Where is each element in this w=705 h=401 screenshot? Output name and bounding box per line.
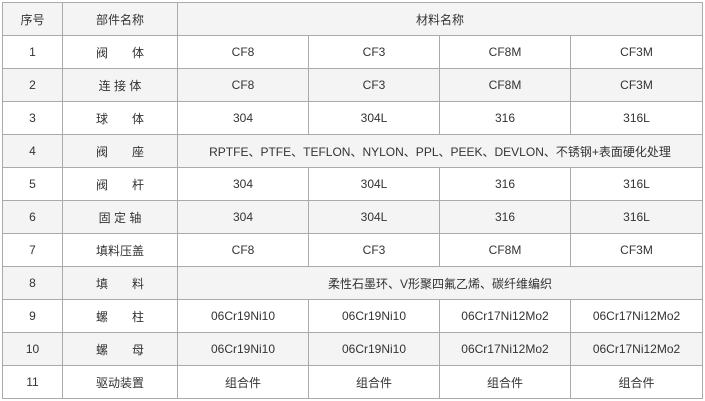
part-name: 填料压盖 — [62, 233, 178, 267]
material-cell: 组合件 — [439, 365, 571, 399]
header-row: 序号 部件名称 材料名称 — [2, 2, 704, 36]
material-cell: CF8 — [177, 233, 309, 267]
part-name: 连 接 体 — [62, 68, 178, 102]
material-cell: CF8 — [177, 68, 309, 102]
header-no: 序号 — [2, 2, 63, 36]
material-cell: 304L — [308, 167, 440, 201]
row-number: 6 — [2, 200, 63, 234]
material-cell: 304L — [308, 200, 440, 234]
material-cell: 304L — [308, 101, 440, 135]
material-cell: CF3 — [308, 35, 440, 69]
material-cell: 304 — [177, 200, 309, 234]
table-row: 7 填料压盖 CF8 CF3 CF8M CF3M — [2, 233, 704, 267]
material-cell: 06Cr19Ni10 — [308, 299, 440, 333]
material-cell: CF8M — [439, 233, 571, 267]
material-cell: 06Cr17Ni12Mo2 — [439, 299, 571, 333]
part-name: 阀 座 — [62, 134, 178, 168]
header-part: 部件名称 — [62, 2, 178, 36]
header-material: 材料名称 — [176, 2, 704, 36]
part-name: 固 定 轴 — [62, 200, 178, 234]
material-cell: 316 — [439, 200, 571, 234]
part-name: 螺 柱 — [62, 299, 178, 333]
material-cell: CF8M — [439, 35, 571, 69]
table-row: 10 螺 母 06Cr19Ni10 06Cr19Ni10 06Cr17Ni12Mo2 06… — [2, 332, 704, 366]
material-cell: 06Cr19Ni10 — [177, 299, 309, 333]
material-cell: 316L — [569, 101, 704, 135]
material-cell: CF3M — [569, 233, 704, 267]
row-number: 2 — [2, 68, 63, 102]
material-cell: 06Cr17Ni12Mo2 — [439, 332, 571, 366]
material-cell: 06Cr17Ni12Mo2 — [569, 332, 704, 366]
material-cell: CF3M — [569, 68, 704, 102]
row-number: 10 — [2, 332, 63, 366]
row-number: 7 — [2, 233, 63, 267]
table-row: 11 驱动装置 组合件 组合件 组合件 组合件 — [2, 365, 704, 399]
row-number: 11 — [2, 365, 63, 399]
material-cell: 316 — [439, 167, 571, 201]
material-cell: 316L — [569, 167, 704, 201]
row-number: 5 — [2, 167, 63, 201]
material-cell: 组合件 — [308, 365, 440, 399]
material-cell: 06Cr19Ni10 — [308, 332, 440, 366]
material-cell: 304 — [177, 101, 309, 135]
material-cell: CF3 — [308, 233, 440, 267]
row-number: 9 — [2, 299, 63, 333]
material-cell: CF3 — [308, 68, 440, 102]
material-cell: 304 — [177, 167, 309, 201]
part-name: 阀 杆 — [62, 167, 178, 201]
part-name: 驱动装置 — [62, 365, 178, 399]
material-cell: 06Cr19Ni10 — [177, 332, 309, 366]
row-number: 8 — [2, 266, 63, 300]
material-cell: CF8M — [439, 68, 571, 102]
material-cell: 06Cr17Ni12Mo2 — [569, 299, 704, 333]
material-cell: CF8 — [177, 35, 309, 69]
material-cell: 组合件 — [569, 365, 704, 399]
row-number: 3 — [2, 101, 63, 135]
row-number: 1 — [2, 35, 63, 69]
material-cell: 316L — [569, 200, 704, 234]
part-name: 螺 母 — [62, 332, 178, 366]
material-cell: 组合件 — [177, 365, 309, 399]
material-cell: CF3M — [569, 35, 704, 69]
material-cell: RPTFE、PTFE、TEFLON、NYLON、PPL、PEEK、DEVLON、… — [176, 134, 704, 168]
part-name: 球 体 — [62, 101, 178, 135]
part-name: 阀 体 — [62, 35, 178, 69]
row-number: 4 — [2, 134, 63, 168]
material-cell: 柔性石墨环、V形聚四氟乙烯、碳纤维编织 — [176, 266, 704, 300]
material-cell: 316 — [439, 101, 571, 135]
part-name: 填 料 — [62, 266, 178, 300]
